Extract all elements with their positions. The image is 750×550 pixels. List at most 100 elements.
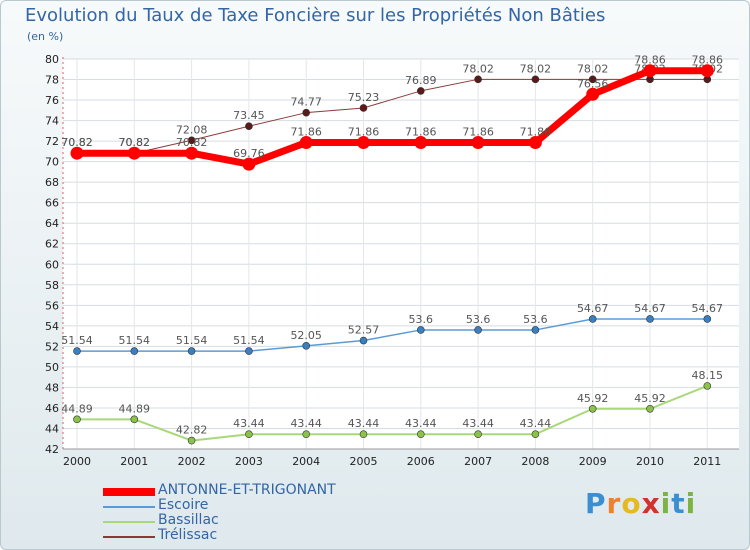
y-tick-label: 54 <box>45 320 59 333</box>
logo-letter: x <box>641 487 661 520</box>
data-point <box>187 436 196 445</box>
data-label: 78.02 <box>577 62 609 75</box>
series-line <box>76 384 709 442</box>
data-label: 75.23 <box>348 91 380 104</box>
data-point <box>700 64 714 78</box>
legend-label: Bassillac <box>158 512 219 528</box>
data-label: 70.82 <box>119 136 151 149</box>
series-line <box>73 67 711 168</box>
data-label: 78.02 <box>462 62 494 75</box>
data-label: 51.54 <box>119 334 151 347</box>
data-point <box>646 404 654 413</box>
data-point <box>531 75 540 84</box>
series-line <box>76 78 708 154</box>
data-label: 72.08 <box>176 123 208 136</box>
logo-letter: r <box>606 487 622 520</box>
data-point <box>471 136 485 150</box>
data-label: 73.45 <box>233 109 265 122</box>
data-point <box>643 64 657 78</box>
data-label: 54.67 <box>577 302 609 315</box>
data-point <box>357 136 370 150</box>
data-label: 43.44 <box>520 417 552 430</box>
chart-title: Evolution du Taux de Taxe Foncière sur l… <box>25 5 606 26</box>
data-label: 54.67 <box>634 302 666 315</box>
data-point <box>185 146 199 160</box>
data-point <box>245 347 253 355</box>
data-label: 69.76 <box>233 147 265 160</box>
data-label: 45.92 <box>577 392 609 405</box>
data-label: 71.86 <box>290 126 322 139</box>
data-label: 44.89 <box>119 402 151 415</box>
data-point <box>474 430 482 439</box>
data-label: 42.82 <box>176 424 208 437</box>
data-label: 70.82 <box>119 136 151 149</box>
x-tick-label: 2000 <box>63 455 91 468</box>
data-point <box>588 404 597 413</box>
logo-letter: o <box>621 487 642 520</box>
data-label: 52.05 <box>290 329 322 342</box>
y-tick-label: 58 <box>45 279 59 292</box>
y-tick-label: 68 <box>45 176 59 189</box>
data-point <box>359 104 368 112</box>
data-point <box>416 326 425 334</box>
proxiti-logo: Proxiti <box>585 487 696 520</box>
x-tick-label: 2003 <box>235 455 263 468</box>
data-label: 52.57 <box>348 324 380 337</box>
legend-swatch <box>103 536 155 538</box>
data-label: 43.44 <box>233 417 265 430</box>
legend-swatch <box>103 488 155 496</box>
x-tick-label: 2005 <box>350 455 378 468</box>
data-label: 51.54 <box>176 334 208 347</box>
data-point <box>416 87 425 95</box>
data-point <box>245 122 253 131</box>
data-label: 76.89 <box>405 74 437 87</box>
data-point <box>70 146 84 160</box>
data-point <box>242 157 256 171</box>
y-tick-label: 60 <box>45 258 59 271</box>
data-point <box>414 136 428 150</box>
data-point <box>73 347 81 355</box>
y-tick-label: 72 <box>45 135 59 148</box>
data-label: 74.77 <box>290 96 322 109</box>
data-point <box>703 382 712 390</box>
data-label: 53.6 <box>409 313 434 326</box>
data-label: 70.82 <box>61 136 93 149</box>
data-point <box>130 415 139 424</box>
data-point <box>359 336 368 345</box>
data-point <box>416 430 425 439</box>
data-label: 71.86 <box>520 126 552 139</box>
legend-label: ANTONNE-ET-TRIGONANT <box>158 482 336 498</box>
data-label: 70.82 <box>176 136 208 149</box>
data-point <box>359 430 368 439</box>
data-point <box>528 136 542 150</box>
data-label: 54.67 <box>692 302 724 315</box>
data-point <box>474 75 482 84</box>
legend-swatch <box>103 521 155 523</box>
data-label: 71.86 <box>348 126 380 139</box>
data-label: 78.02 <box>520 62 552 75</box>
data-point <box>302 342 311 350</box>
data-label: 53.6 <box>466 313 491 326</box>
y-tick-label: 50 <box>45 361 59 374</box>
logo-letter: i <box>685 487 697 520</box>
data-label: 76.56 <box>577 77 609 90</box>
logo-letter: i <box>660 487 672 520</box>
data-point <box>703 315 712 323</box>
data-label: 71.86 <box>405 126 437 139</box>
data-point <box>646 315 654 323</box>
data-label: 51.54 <box>61 334 93 347</box>
y-tick-label: 78 <box>45 74 59 87</box>
data-label: 78.86 <box>692 54 724 67</box>
data-point <box>588 315 597 323</box>
y-tick-label: 52 <box>45 340 59 353</box>
y-tick-label: 56 <box>45 299 59 312</box>
data-point <box>73 415 81 424</box>
data-point <box>531 430 540 439</box>
data-point <box>187 136 196 145</box>
data-point <box>187 347 196 355</box>
data-label: 43.44 <box>348 417 380 430</box>
y-tick-label: 48 <box>45 381 59 394</box>
data-point <box>130 347 139 355</box>
logo-letter: P <box>585 487 607 520</box>
